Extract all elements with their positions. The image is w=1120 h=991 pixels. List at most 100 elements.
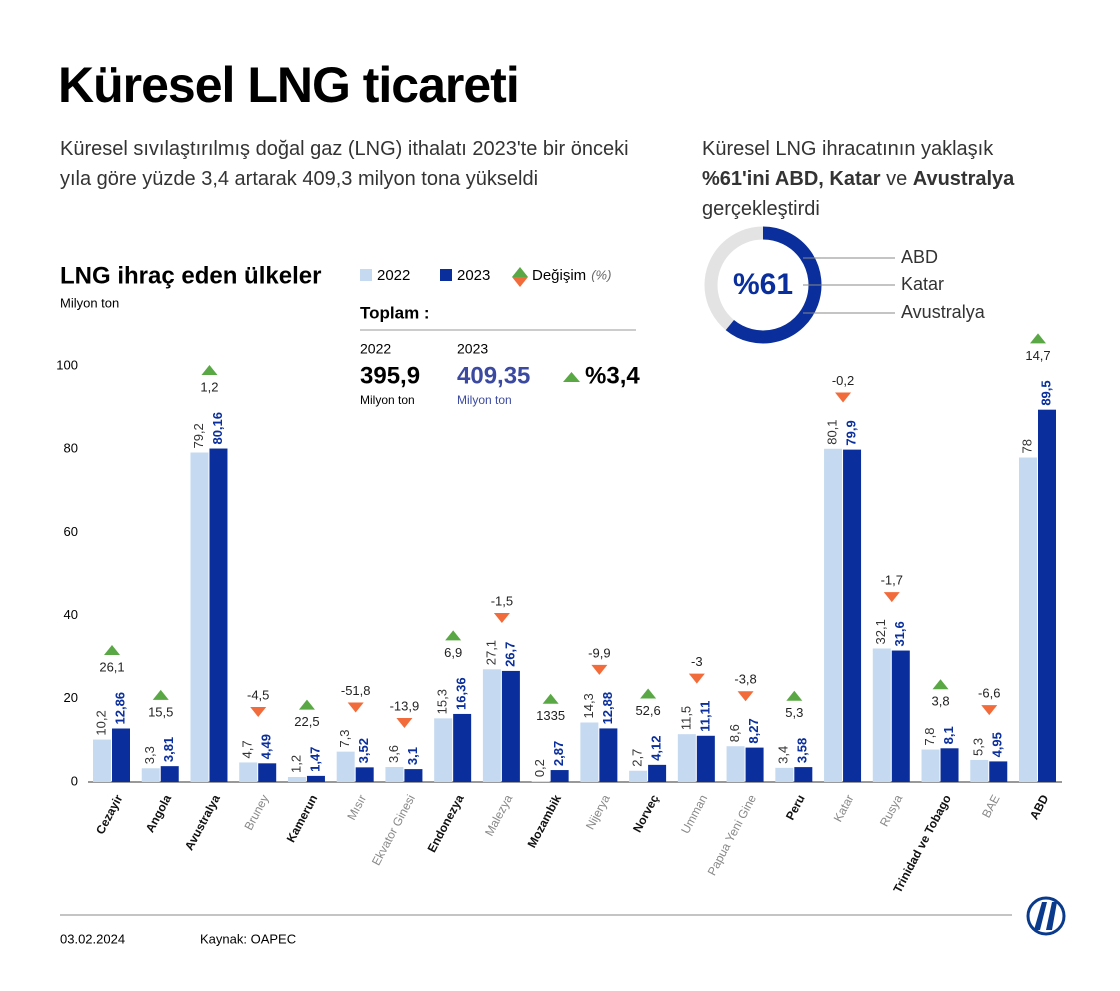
change-label: -4,5 (247, 687, 269, 702)
title: Küresel LNG ticareti (58, 57, 520, 113)
value-label: 4,49 (259, 734, 274, 759)
donut-label: Katar (901, 274, 944, 294)
totals-unit: Milyon ton (360, 393, 415, 407)
change-icon (152, 689, 169, 700)
bar (824, 448, 843, 782)
value-label: 89,5 (1038, 380, 1053, 405)
bar (1038, 409, 1056, 782)
bar (355, 767, 374, 782)
change-icon (347, 702, 364, 713)
bar (336, 751, 355, 782)
x-tick-label: Endonezya (425, 792, 467, 855)
x-tick-label: Norveç (630, 792, 662, 835)
legend-swatch (440, 269, 452, 281)
bar (93, 739, 111, 782)
bar (921, 749, 940, 782)
bar (599, 728, 618, 782)
value-label: 79,9 (843, 420, 858, 445)
value-label: 7,3 (337, 730, 352, 748)
bar (891, 650, 910, 782)
change-icon (201, 364, 218, 375)
change-label: 15,5 (148, 704, 173, 719)
donut-text: Küresel LNG ihracatının yaklaşık %61'ini… (702, 134, 1082, 224)
change-label: 5,3 (785, 705, 803, 720)
bar (306, 775, 325, 782)
y-tick-label: 40 (64, 607, 78, 622)
x-tick-label: Umman (678, 792, 710, 836)
change-icon (493, 612, 510, 623)
change-label: 52,6 (635, 703, 660, 718)
bar (745, 747, 764, 782)
bar (112, 728, 130, 782)
x-tick-label: Malezya (482, 792, 515, 838)
value-label: 2,87 (551, 741, 566, 766)
value-label: 11,11 (697, 701, 712, 732)
bar (141, 768, 160, 782)
value-label: 27,1 (483, 640, 498, 665)
value-label: 14,3 (581, 693, 596, 718)
bar (209, 448, 228, 782)
change-icon (445, 630, 462, 641)
change-icon (104, 644, 120, 655)
value-label: 1,47 (307, 747, 322, 772)
value-label: 3,3 (142, 746, 157, 764)
legend-unit: (%) (591, 267, 611, 282)
bar (434, 718, 453, 782)
footer-source: Kaynak: OAPEC (200, 931, 296, 946)
legend-icon (512, 267, 528, 277)
value-label: 31,6 (892, 621, 907, 646)
bar (1019, 457, 1037, 782)
change-label: 14,7 (1025, 348, 1050, 363)
x-tick-label: Mısır (344, 792, 369, 822)
value-label: 12,86 (112, 692, 127, 725)
value-label: 16,36 (454, 677, 469, 710)
legend-swatch (360, 269, 372, 281)
footer-date: 03.02.2024 (60, 931, 125, 946)
bar (404, 769, 423, 782)
x-tick-label: Angola (143, 792, 175, 835)
value-label: 3,1 (405, 747, 420, 765)
change-icon (250, 707, 267, 718)
y-tick-label: 0 (71, 773, 78, 788)
totals-value: 409,35 (457, 362, 530, 389)
value-label: 15,3 (435, 689, 450, 714)
bar (258, 763, 277, 782)
donut-text-line: ve (886, 168, 908, 190)
bar (940, 748, 959, 782)
change-icon (932, 679, 949, 690)
change-icon (981, 705, 998, 716)
bar (970, 759, 989, 782)
value-label: 8,6 (727, 724, 742, 742)
change-icon (786, 690, 803, 701)
legend-label: Değişim (532, 267, 586, 284)
change-icon (591, 664, 608, 675)
bar (794, 767, 813, 782)
bar (872, 648, 891, 782)
value-label: 79,2 (191, 423, 206, 448)
change-label: -0,2 (832, 373, 854, 388)
bar (696, 735, 715, 782)
value-label: 7,8 (922, 727, 937, 745)
value-label: 3,81 (161, 737, 176, 762)
x-tick-label: Papua Yeni Gine (705, 792, 759, 878)
bar (775, 767, 794, 782)
bar (190, 452, 209, 782)
x-tick-label: Rusya (877, 792, 905, 829)
x-tick-label: Nijerya (583, 792, 613, 832)
legend-icon (512, 277, 528, 287)
y-tick-label: 80 (64, 441, 78, 456)
value-label: 4,95 (990, 732, 1005, 757)
bar (531, 781, 550, 782)
x-tick-label: BAE (979, 792, 1003, 820)
change-icon (688, 673, 705, 684)
change-label: -51,8 (341, 683, 371, 698)
value-label: 3,6 (386, 745, 401, 763)
value-label: 12,88 (600, 692, 615, 725)
change-icon (883, 592, 900, 603)
value-label: 80,1 (824, 419, 839, 444)
change-label: -6,6 (978, 686, 1000, 701)
bar (677, 734, 696, 782)
bar (648, 764, 667, 782)
donut-text-bold: Avustralya (912, 168, 1015, 190)
